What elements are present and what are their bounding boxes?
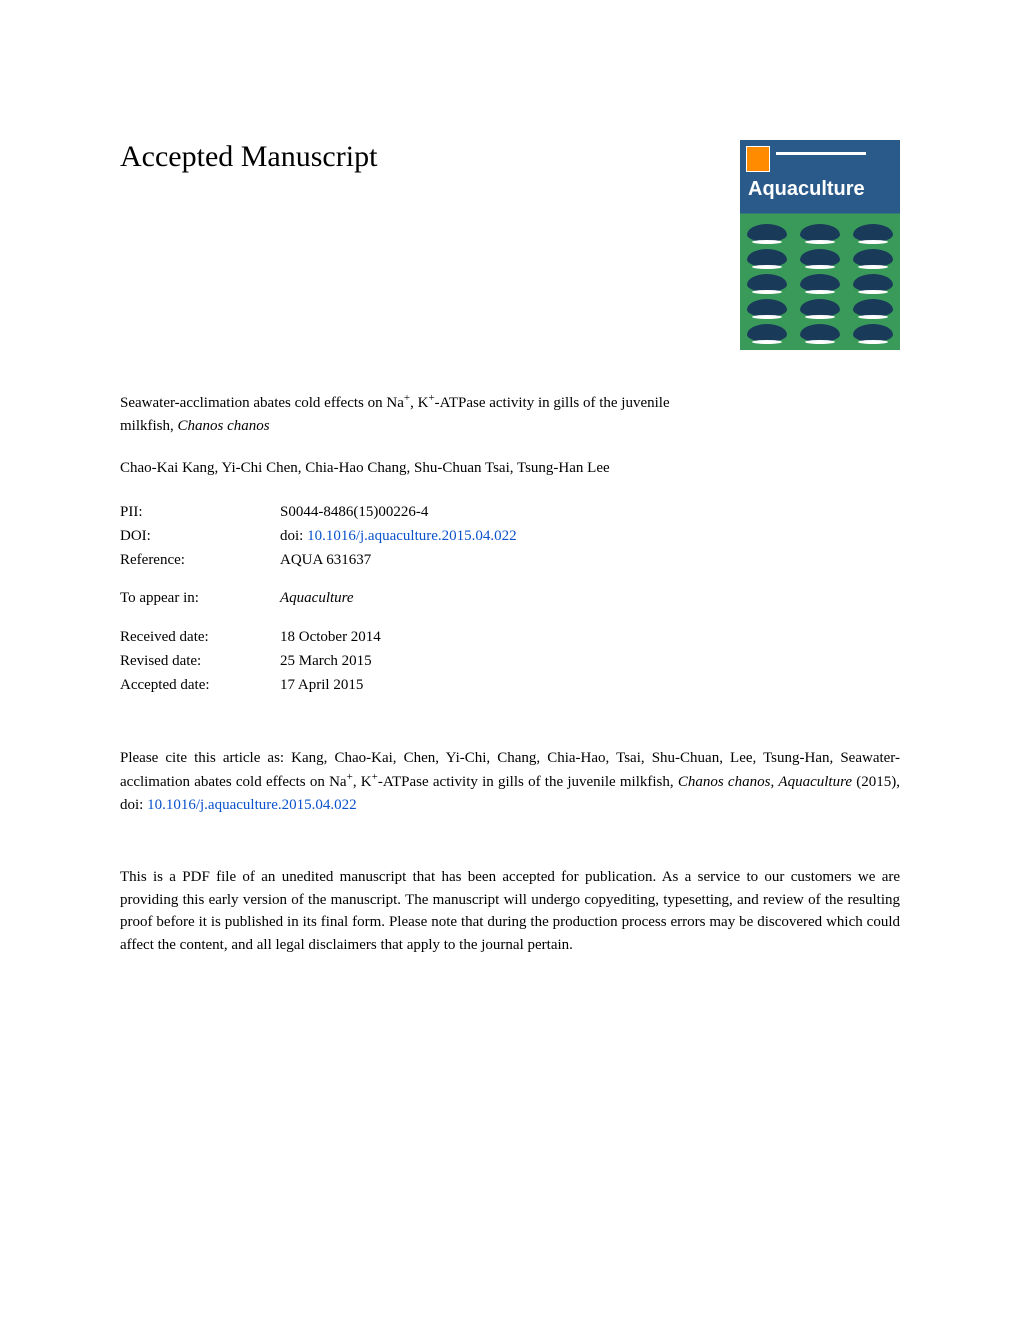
date-row-accepted: Accepted date: 17 April 2015 <box>120 673 900 697</box>
date-row-revised: Revised date: 25 March 2015 <box>120 649 900 673</box>
journal-name: Aquaculture <box>748 178 865 201</box>
doi-link[interactable]: 10.1016/j.aquaculture.2015.04.022 <box>307 528 517 544</box>
disclaimer-text: This is a PDF file of an unedited manusc… <box>120 866 900 956</box>
doi-value: doi: 10.1016/j.aquaculture.2015.04.022 <box>280 524 900 548</box>
citation-part: -ATPase activity in gills of the juvenil… <box>378 774 678 790</box>
accepted-value: 17 April 2015 <box>280 673 363 697</box>
pii-label: PII: <box>120 500 280 524</box>
to-appear-label: To appear in: <box>120 590 280 607</box>
title-species: Chanos chanos <box>178 418 270 434</box>
pii-value: S0044-8486(15)00226-4 <box>280 500 900 524</box>
meta-row-reference: Reference: AQUA 631637 <box>120 548 900 572</box>
header-row: Accepted Manuscript Aquaculture <box>120 140 900 350</box>
meta-row-pii: PII: S0044-8486(15)00226-4 <box>120 500 900 524</box>
received-value: 18 October 2014 <box>280 625 381 649</box>
citation-text: Please cite this article as: Kang, Chao-… <box>120 747 900 817</box>
to-appear-value: Aquaculture <box>280 590 354 607</box>
page-heading: Accepted Manuscript <box>120 140 377 174</box>
meta-row-doi: DOI: doi: 10.1016/j.aquaculture.2015.04.… <box>120 524 900 548</box>
citation-part: , K <box>353 774 372 790</box>
to-appear-row: To appear in: Aquaculture <box>120 590 900 607</box>
journal-cover: Aquaculture <box>740 140 900 350</box>
elsevier-logo-icon <box>746 146 770 172</box>
received-label: Received date: <box>120 625 280 649</box>
reference-label: Reference: <box>120 548 280 572</box>
authors-list: Chao-Kai Kang, Yi-Chi Chen, Chia-Hao Cha… <box>120 457 680 480</box>
date-row-received: Received date: 18 October 2014 <box>120 625 900 649</box>
title-part: , K <box>410 395 428 411</box>
doi-prefix: doi: <box>280 528 307 544</box>
citation-species: Chanos chanos <box>678 774 771 790</box>
title-part: Seawater-acclimation abates cold effects… <box>120 395 404 411</box>
dates-block: Received date: 18 October 2014 Revised d… <box>120 625 900 697</box>
article-title-block: Seawater-acclimation abates cold effects… <box>120 390 680 437</box>
metadata-table: PII: S0044-8486(15)00226-4 DOI: doi: 10.… <box>120 500 900 572</box>
article-title: Seawater-acclimation abates cold effects… <box>120 390 680 437</box>
accepted-label: Accepted date: <box>120 673 280 697</box>
revised-label: Revised date: <box>120 649 280 673</box>
citation-doi-link[interactable]: 10.1016/j.aquaculture.2015.04.022 <box>147 797 357 813</box>
cover-divider <box>776 152 866 155</box>
reference-value: AQUA 631637 <box>280 548 900 572</box>
cover-pattern <box>740 215 900 350</box>
citation-journal: Aquaculture <box>778 774 852 790</box>
doi-label: DOI: <box>120 524 280 548</box>
revised-value: 25 March 2015 <box>280 649 372 673</box>
